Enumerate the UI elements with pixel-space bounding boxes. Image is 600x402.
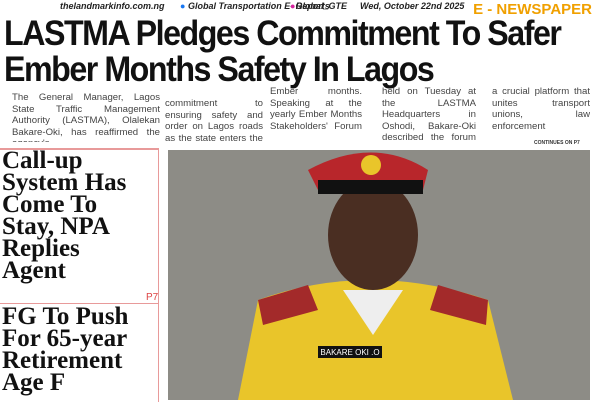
instagram-handle: Global_GTE [295,1,347,11]
continues-note: CONTINUES ON P7 [534,140,580,146]
date: Wed, October 22nd 2025 [360,1,465,11]
separator [0,303,158,304]
story-column: Ember months. Speaking at the yearly Emb… [270,86,362,132]
sidebar: Call-up System Has Come To Stay, NPA Rep… [0,148,159,402]
sidebar-story-title: Call-up System Has Come To Stay, NPA Rep… [2,148,127,284]
story-column: a crucial platform that unites transport… [492,86,590,132]
sidebar-story-title: FG To Push For 65-year Retirement Age F [2,303,129,396]
name-tag [318,346,382,358]
cap-badge [361,155,381,175]
brand: E - NEWSPAPER [473,1,592,18]
instagram: ●Global_GTE [290,1,347,11]
story-column: held on Tuesday at the LASTMA Headquarte… [382,86,476,144]
headline-line: LASTMA Pledges Commitment To Safer [4,14,562,53]
website: thelandmarkinfo.com.ng [60,1,165,11]
face [328,180,418,290]
headline-line: Ember Months Safety In Lagos [4,50,435,89]
cap-band [318,180,423,194]
page-ref: P7 [146,292,159,303]
collar [343,290,403,335]
facebook: ● Global Transportation E- Reports [180,1,330,11]
name-tag-text: BAKARE OKI .O [320,348,379,357]
facebook-handle: Global Transportation E- Reports [187,1,330,11]
epaulettes [258,285,488,325]
story-column: The General Manager, Lagos State Traffic… [12,92,160,142]
story-column: commitment to ensuring safety and order … [165,98,263,144]
top-bar: thelandmarkinfo.com.ng ● Global Transpor… [0,0,600,18]
photo: BAKARE OKI .O [168,150,590,400]
